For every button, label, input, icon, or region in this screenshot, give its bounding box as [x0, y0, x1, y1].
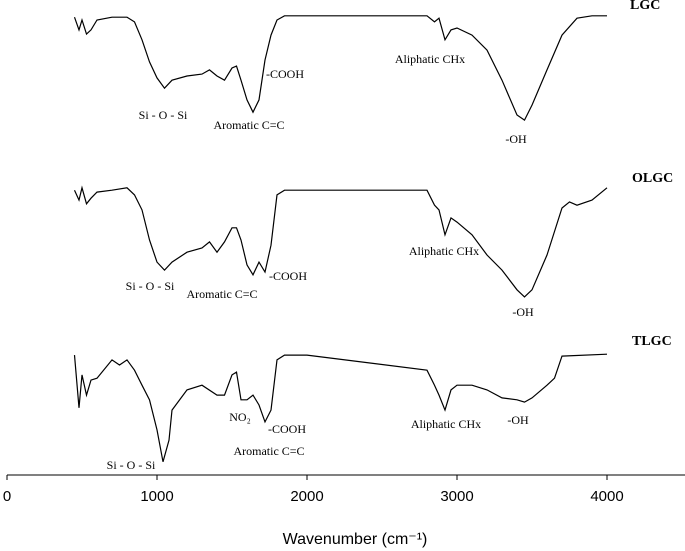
peak-annotation: -COOH: [266, 67, 304, 81]
x-tick-label: 0: [3, 488, 11, 505]
peak-annotation: Aromatic C=C: [233, 444, 304, 458]
series-label: OLGC: [632, 171, 673, 186]
spectrum-line: [73, 15, 607, 121]
peak-annotation: Aliphatic CHx: [409, 244, 479, 258]
peak-annotation: Si - O - Si: [126, 279, 175, 293]
peak-annotation: Aliphatic CHx: [411, 417, 481, 431]
peak-annotation: Aromatic C=C: [186, 287, 257, 301]
x-tick-label: 3000: [440, 488, 473, 505]
peak-annotation: Si - O - Si: [107, 458, 156, 472]
spectrum-line: [73, 185, 608, 298]
series-label: LGC: [630, 0, 660, 13]
peak-annotation: -OH: [507, 413, 529, 427]
spectrum-line: [73, 353, 608, 462]
peak-annotation: NO₂: [229, 410, 251, 424]
peak-annotation: -OH: [505, 132, 527, 146]
peak-annotation: Aliphatic CHx: [395, 52, 465, 66]
peak-annotation: -OH: [512, 305, 534, 319]
series-label: TLGC: [632, 334, 672, 349]
x-tick-label: 1000: [140, 488, 173, 505]
peak-annotation: Aromatic C=C: [213, 118, 284, 132]
x-tick-label: 4000: [590, 488, 623, 505]
peak-annotation: Si - O - Si: [139, 108, 188, 122]
peak-annotation: -COOH: [269, 269, 307, 283]
peak-annotation: -COOH: [268, 422, 306, 436]
x-axis-label: Wavenumber (cm⁻¹): [283, 531, 428, 548]
x-tick-label: 2000: [290, 488, 323, 505]
